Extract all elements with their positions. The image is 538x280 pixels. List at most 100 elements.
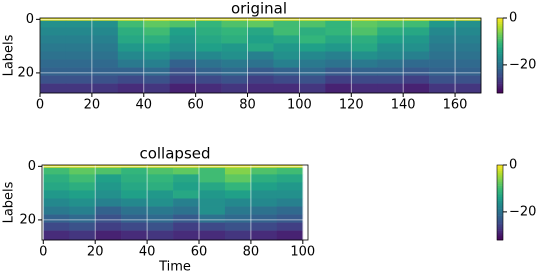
heatmap-cell <box>40 51 67 60</box>
heatmap-cell <box>147 214 174 223</box>
axes-frame <box>41 164 309 241</box>
heatmap-cell <box>173 222 200 231</box>
heatmap-cell <box>147 190 174 199</box>
heatmap-cell <box>117 43 145 52</box>
colorbar-step <box>497 236 503 239</box>
heatmap-cell <box>325 43 352 52</box>
heatmap-cell <box>403 51 430 60</box>
colorbar-step <box>497 238 503 241</box>
colorbar-step <box>497 180 503 183</box>
heatmap-cell <box>403 83 430 94</box>
chart-title: collapsed <box>139 145 210 163</box>
x-tick-label: 160 <box>443 98 468 113</box>
heatmap-cell <box>91 43 119 52</box>
y-axis-label: Labels <box>2 181 17 223</box>
heatmap-cell <box>169 59 196 68</box>
heatmap-cell <box>403 59 430 68</box>
heatmap-cell <box>299 75 326 84</box>
heatmap-cell <box>276 230 304 241</box>
colorbar-step <box>497 46 503 49</box>
heatmap-cell <box>65 27 93 36</box>
heatmap-cell <box>250 214 278 223</box>
x-tick-label: 40 <box>139 245 156 260</box>
heatmap-cell <box>276 190 304 199</box>
heatmap-cell <box>69 198 96 207</box>
colorbar-step <box>497 25 503 28</box>
x-tick-label: 0 <box>36 98 44 113</box>
heatmap-cell <box>91 67 119 76</box>
colorbar-step <box>497 29 503 32</box>
heatmap-cell <box>247 83 274 94</box>
heatmap-cell <box>273 27 300 36</box>
heatmap-cell <box>121 190 148 199</box>
colorbar-step <box>497 31 503 34</box>
colorbar-step <box>497 76 503 79</box>
heatmap-cell <box>250 230 278 241</box>
colorbar-step <box>497 189 503 192</box>
heatmap-cell <box>224 230 252 241</box>
heatmap-cell <box>169 20 196 28</box>
heatmap-cell <box>91 51 119 60</box>
heatmap-cell <box>95 230 122 241</box>
heatmap-cell <box>95 222 122 231</box>
colorbar-step <box>497 40 503 43</box>
heatmap-cell <box>247 59 274 68</box>
heatmap-cell <box>351 67 378 76</box>
heatmap-cell <box>40 83 67 94</box>
heatmap-cell <box>276 174 304 183</box>
heatmap-cell <box>221 59 248 68</box>
heatmap-cell <box>43 214 70 223</box>
heatmap-cell <box>69 190 96 199</box>
colorbar-step <box>497 191 503 194</box>
colorbar-step <box>497 59 503 62</box>
heatmap-cell <box>221 35 248 44</box>
heatmap-cell <box>173 206 200 215</box>
heatmap-cell <box>95 174 122 183</box>
colorbar-step <box>497 42 503 45</box>
heatmap-cell <box>40 75 67 84</box>
heatmap-cell <box>250 182 278 191</box>
heatmap-cell <box>143 51 171 60</box>
colorbar-step <box>497 66 503 69</box>
heatmap-cell <box>195 75 222 84</box>
heatmap-cell <box>117 27 145 36</box>
heatmap-cell <box>195 83 222 94</box>
colorbar-step <box>497 168 503 171</box>
heatmap-cell <box>143 43 171 52</box>
colorbar-step <box>497 38 503 41</box>
heatmap-cell <box>143 20 171 28</box>
heatmap-cell <box>199 222 226 231</box>
heatmap-cell <box>273 20 300 28</box>
heatmap-cell <box>117 35 145 44</box>
heatmap-cell <box>199 182 226 191</box>
heatmap-cell <box>195 27 222 36</box>
heatmap-cell <box>43 174 70 183</box>
heatmap-cell <box>377 35 404 44</box>
colorbar-step <box>497 200 503 203</box>
heatmap-cell <box>429 20 456 28</box>
colorbar-step <box>497 234 503 237</box>
colorbar-step <box>497 170 503 173</box>
heatmap-cell <box>65 67 93 76</box>
heatmap-cell <box>147 206 174 215</box>
heatmap-cell <box>173 190 200 199</box>
x-tick-label: 140 <box>391 98 416 113</box>
heatmap-cell <box>351 83 378 94</box>
heatmap-cell <box>43 190 70 199</box>
heatmap-cell <box>325 83 352 94</box>
heatmap-cell <box>377 83 404 94</box>
heatmap-cell <box>117 67 145 76</box>
x-tick-label: 120 <box>339 98 364 113</box>
colorbar-step <box>497 172 503 175</box>
colorbar-step <box>497 89 503 92</box>
colorbar-step <box>497 196 503 200</box>
heatmap-cell <box>455 43 482 52</box>
heatmap-cell <box>221 43 248 52</box>
heatmap-cell <box>195 51 222 60</box>
heatmap-cell <box>247 20 274 28</box>
heatmap-cell <box>351 35 378 44</box>
heatmap-cell <box>325 67 352 76</box>
heatmap-cell <box>250 167 278 175</box>
heatmap-cell <box>169 35 196 44</box>
heatmap-cell <box>173 174 200 183</box>
